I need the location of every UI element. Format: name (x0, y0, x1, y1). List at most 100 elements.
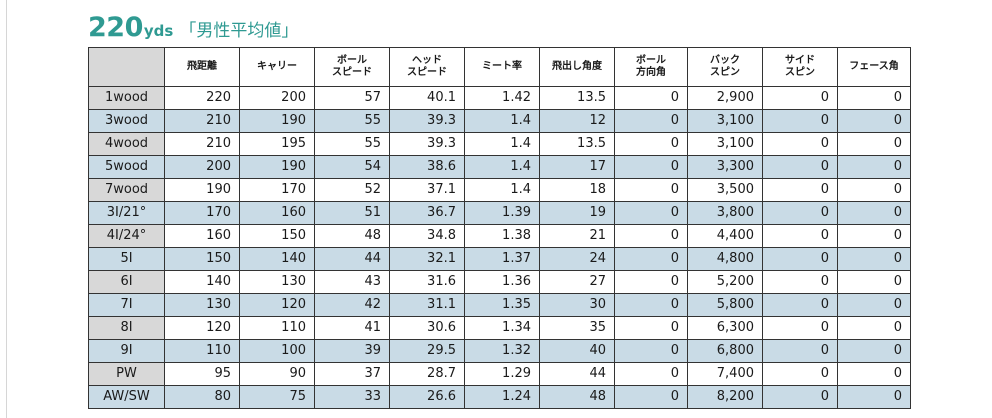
column-header-line: 飛出し角度 (552, 61, 602, 72)
club-label: 8I (88, 316, 165, 340)
table-cell: 37 (314, 362, 390, 386)
table-row: 7I 130 120 42 31.1 1.35 30 0 5,800 0 0 (88, 293, 911, 317)
table-cell: 4,400 (687, 224, 763, 248)
table-cell: 200 (164, 155, 240, 179)
club-label: 1wood (88, 86, 165, 110)
table-cell: 39 (314, 339, 390, 363)
table-cell: 39.3 (389, 132, 465, 156)
shot-data-table: 飛距離 キャリー ボール スピード ヘッド スピード ミート率 飛出し角度 ボール 方向角 バックス… (88, 47, 911, 409)
club-label: 5I (88, 247, 165, 271)
table-cell: 35 (539, 316, 615, 340)
table-cell: 8,200 (687, 385, 763, 409)
table-row: 3I/21° 170 160 51 36.7 1.39 19 0 3,800 0 0 (88, 201, 911, 225)
table-cell: 3,300 (687, 155, 763, 179)
column-header-line: 方向角 (636, 67, 666, 78)
header-row: 飛距離 キャリー ボール スピード ヘッド スピード ミート率 飛出し角度 ボール 方向角 バックス… (88, 47, 911, 87)
ball-speed-header: ボール スピード (314, 47, 390, 87)
title-subtitle: 「男性平均値」 (179, 21, 299, 41)
table-cell: 0 (614, 201, 688, 225)
column-header-line: フェース角 (849, 61, 899, 72)
table-cell: 0 (762, 224, 838, 248)
table-cell: 75 (239, 385, 315, 409)
table-cell: 0 (614, 132, 688, 156)
table-cell: 0 (614, 109, 688, 133)
table-cell: 18 (539, 178, 615, 202)
table-cell: 1.34 (464, 316, 540, 340)
side-spin-header: サイド スピン (762, 47, 838, 87)
table-cell: 0 (762, 362, 838, 386)
table-cell: 0 (614, 247, 688, 271)
table-cell: 0 (837, 316, 911, 340)
table-cell: 44 (539, 362, 615, 386)
table-cell: 0 (762, 201, 838, 225)
table-cell: 0 (614, 224, 688, 248)
column-header-line: スピン (710, 67, 740, 78)
table-cell: 210 (164, 109, 240, 133)
club-label: 5wood (88, 155, 165, 179)
table-row: 4I/24° 160 150 48 34.8 1.38 21 0 4,400 0 0 (88, 224, 911, 248)
table-cell: 0 (837, 155, 911, 179)
table-cell: 0 (614, 270, 688, 294)
table-cell: 33 (314, 385, 390, 409)
table-row: AW/SW 80 75 33 26.6 1.24 48 0 8,200 0 0 (88, 385, 911, 409)
column-header-line: ボール (337, 55, 367, 66)
face-angle-header: フェース角 (837, 47, 911, 87)
table-cell: 38.6 (389, 155, 465, 179)
table-cell: 0 (762, 155, 838, 179)
table-cell: 150 (239, 224, 315, 248)
table-cell: 13.5 (539, 86, 615, 110)
table-cell: 0 (762, 132, 838, 156)
table-row: 4wood 210 195 55 39.3 1.4 13.5 0 3,100 0 0 (88, 132, 911, 156)
table-cell: 1.42 (464, 86, 540, 110)
table-cell: 0 (762, 385, 838, 409)
table-cell: 48 (314, 224, 390, 248)
title-unit: yds (143, 22, 174, 40)
column-header-line: 飛距離 (187, 61, 217, 72)
table-row: 5wood 200 190 54 38.6 1.4 17 0 3,300 0 0 (88, 155, 911, 179)
table-cell: 7,400 (687, 362, 763, 386)
table-cell: 57 (314, 86, 390, 110)
table-cell: 90 (239, 362, 315, 386)
table-cell: 40.1 (389, 86, 465, 110)
table-cell: 0 (762, 109, 838, 133)
table-row: 8I 120 110 41 30.6 1.34 35 0 6,300 0 0 (88, 316, 911, 340)
column-header-line: ボール (636, 55, 666, 66)
table-row: 7wood 190 170 52 37.1 1.4 18 0 3,500 0 0 (88, 178, 911, 202)
table-cell: 1.24 (464, 385, 540, 409)
table-cell: 110 (239, 316, 315, 340)
table-cell: 195 (239, 132, 315, 156)
table-cell: 51 (314, 201, 390, 225)
table-cell: 41 (314, 316, 390, 340)
ball-direction-header: ボール 方向角 (614, 47, 688, 87)
table-cell: 1.4 (464, 178, 540, 202)
table-cell: 1.29 (464, 362, 540, 386)
table-cell: 21 (539, 224, 615, 248)
club-label: 4I/24° (88, 224, 165, 248)
table-cell: 0 (837, 224, 911, 248)
table-cell: 54 (314, 155, 390, 179)
table-cell: 3,100 (687, 132, 763, 156)
table-cell: 31.6 (389, 270, 465, 294)
table-cell: 29.5 (389, 339, 465, 363)
column-header-line: バック (710, 55, 740, 66)
page-title: 220 yds 「男性平均値」 (88, 12, 298, 43)
table-row: PW 95 90 37 28.7 1.29 44 0 7,400 0 0 (88, 362, 911, 386)
table-cell: 170 (164, 201, 240, 225)
table-cell: 100 (239, 339, 315, 363)
table-cell: 0 (837, 362, 911, 386)
table-cell: 210 (164, 132, 240, 156)
table-cell: 0 (762, 316, 838, 340)
table-cell: 0 (762, 270, 838, 294)
table-cell: 0 (837, 109, 911, 133)
club-label: 6I (88, 270, 165, 294)
table-cell: 0 (837, 178, 911, 202)
table-cell: 170 (239, 178, 315, 202)
head-speed-header: ヘッド スピード (389, 47, 465, 87)
table-cell: 140 (164, 270, 240, 294)
table-cell: 1.4 (464, 132, 540, 156)
table-cell: 0 (762, 339, 838, 363)
table-cell: 30.6 (389, 316, 465, 340)
launch-angle-header: 飛出し角度 (539, 47, 615, 87)
table-cell: 1.37 (464, 247, 540, 271)
table-cell: 55 (314, 109, 390, 133)
